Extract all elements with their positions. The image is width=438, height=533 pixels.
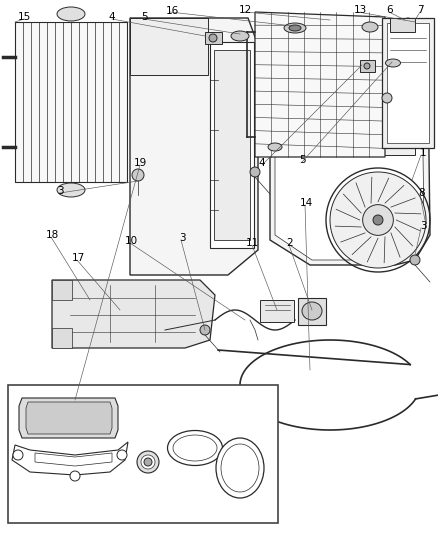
Polygon shape: [130, 18, 258, 275]
Ellipse shape: [289, 25, 301, 31]
Text: 16: 16: [166, 6, 179, 16]
Ellipse shape: [216, 438, 264, 498]
Polygon shape: [298, 298, 326, 325]
Polygon shape: [15, 22, 127, 182]
Circle shape: [373, 215, 383, 225]
Circle shape: [209, 34, 217, 42]
Circle shape: [363, 205, 393, 236]
Polygon shape: [210, 42, 254, 248]
Text: 17: 17: [71, 253, 85, 263]
Text: 19: 19: [134, 158, 147, 168]
Text: 4: 4: [259, 158, 265, 168]
Polygon shape: [130, 18, 208, 75]
Polygon shape: [275, 60, 424, 260]
Circle shape: [117, 450, 127, 460]
Ellipse shape: [57, 183, 85, 197]
Polygon shape: [255, 12, 385, 157]
Ellipse shape: [268, 143, 282, 151]
Text: 2: 2: [287, 238, 293, 248]
Text: 3: 3: [57, 186, 64, 196]
Circle shape: [93, 413, 103, 423]
Text: 18: 18: [46, 230, 59, 240]
Polygon shape: [390, 18, 415, 32]
Circle shape: [410, 255, 420, 265]
Text: 4: 4: [109, 12, 115, 22]
Polygon shape: [19, 398, 118, 438]
Ellipse shape: [137, 451, 159, 473]
Circle shape: [250, 167, 260, 177]
Circle shape: [330, 172, 426, 268]
Ellipse shape: [302, 302, 322, 320]
Text: 13: 13: [353, 5, 367, 15]
Circle shape: [364, 63, 370, 69]
Ellipse shape: [141, 455, 155, 469]
Circle shape: [382, 93, 392, 103]
Text: 5: 5: [141, 12, 147, 22]
Polygon shape: [270, 55, 415, 155]
Ellipse shape: [284, 23, 306, 33]
Polygon shape: [214, 50, 250, 240]
Circle shape: [144, 458, 152, 466]
Circle shape: [200, 325, 210, 335]
Text: 3: 3: [420, 221, 426, 231]
Text: 3: 3: [179, 233, 185, 243]
Text: 6: 6: [387, 5, 393, 15]
Text: 5: 5: [300, 155, 306, 165]
Circle shape: [70, 471, 80, 481]
Text: 12: 12: [238, 5, 251, 15]
Ellipse shape: [173, 435, 217, 461]
Ellipse shape: [362, 22, 378, 32]
Polygon shape: [205, 32, 222, 44]
Text: 8: 8: [419, 188, 425, 198]
Polygon shape: [360, 60, 375, 72]
Polygon shape: [260, 300, 294, 322]
Text: 1: 1: [420, 148, 426, 158]
Text: 11: 11: [245, 238, 258, 248]
Ellipse shape: [231, 31, 249, 41]
Circle shape: [35, 413, 45, 423]
Text: 14: 14: [300, 198, 313, 208]
Text: 10: 10: [124, 236, 138, 246]
Ellipse shape: [167, 431, 223, 465]
Polygon shape: [52, 280, 72, 300]
Polygon shape: [26, 402, 112, 434]
Polygon shape: [12, 442, 128, 475]
Ellipse shape: [57, 7, 85, 21]
Ellipse shape: [221, 444, 259, 492]
Polygon shape: [270, 55, 430, 265]
Polygon shape: [382, 18, 434, 148]
Text: 15: 15: [18, 12, 31, 22]
Bar: [8, 385, 278, 523]
Ellipse shape: [385, 59, 400, 67]
Polygon shape: [387, 23, 429, 143]
Text: 7: 7: [417, 5, 423, 15]
Circle shape: [403, 18, 413, 28]
Polygon shape: [35, 453, 112, 466]
Polygon shape: [52, 328, 72, 348]
Circle shape: [132, 169, 144, 181]
Circle shape: [13, 450, 23, 460]
Polygon shape: [52, 280, 215, 348]
